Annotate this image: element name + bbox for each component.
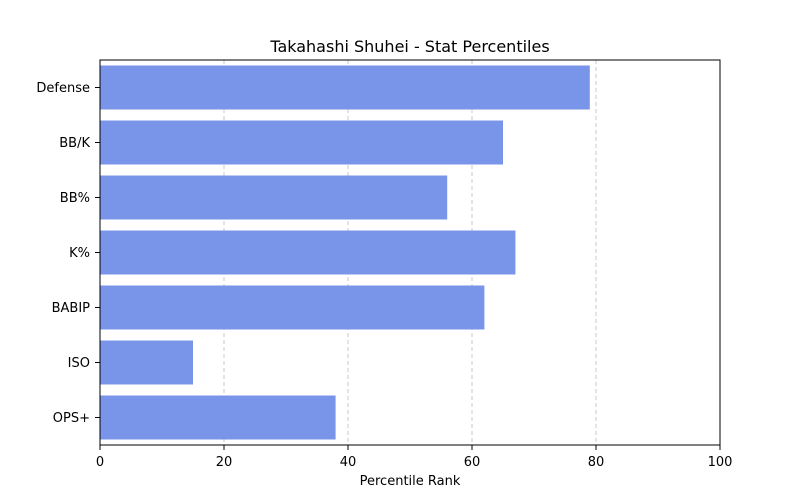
x-tick-label: 60 bbox=[464, 455, 481, 470]
y-tick-label: Defense bbox=[36, 81, 90, 96]
x-axis-label: Percentile Rank bbox=[360, 474, 461, 489]
y-tick-label: ISO bbox=[68, 356, 90, 371]
bar-bb- bbox=[100, 175, 448, 220]
bar-defense bbox=[100, 65, 590, 110]
y-axis: Defense BB/K BB% K% BABIP ISO OPS+ bbox=[36, 81, 100, 426]
bar-layer bbox=[100, 65, 590, 440]
bar-bb-k bbox=[100, 120, 503, 165]
bar-babip bbox=[100, 285, 485, 330]
x-tick-label: 0 bbox=[96, 455, 104, 470]
x-tick-label: 40 bbox=[340, 455, 357, 470]
x-tick-label: 100 bbox=[708, 455, 733, 470]
bar-ops- bbox=[100, 395, 336, 440]
x-axis: 0 20 40 60 80 100 bbox=[96, 445, 733, 470]
bar-iso bbox=[100, 340, 193, 385]
x-tick-label: 20 bbox=[216, 455, 233, 470]
y-tick-label: OPS+ bbox=[53, 411, 90, 426]
y-tick-label: BABIP bbox=[52, 301, 91, 316]
x-tick-label: 80 bbox=[588, 455, 605, 470]
y-tick-label: BB/K bbox=[59, 136, 90, 151]
y-tick-label: BB% bbox=[60, 191, 90, 206]
y-tick-label: K% bbox=[69, 246, 90, 261]
chart-title: Takahashi Shuhei - Stat Percentiles bbox=[269, 37, 549, 56]
bar-k- bbox=[100, 230, 516, 275]
